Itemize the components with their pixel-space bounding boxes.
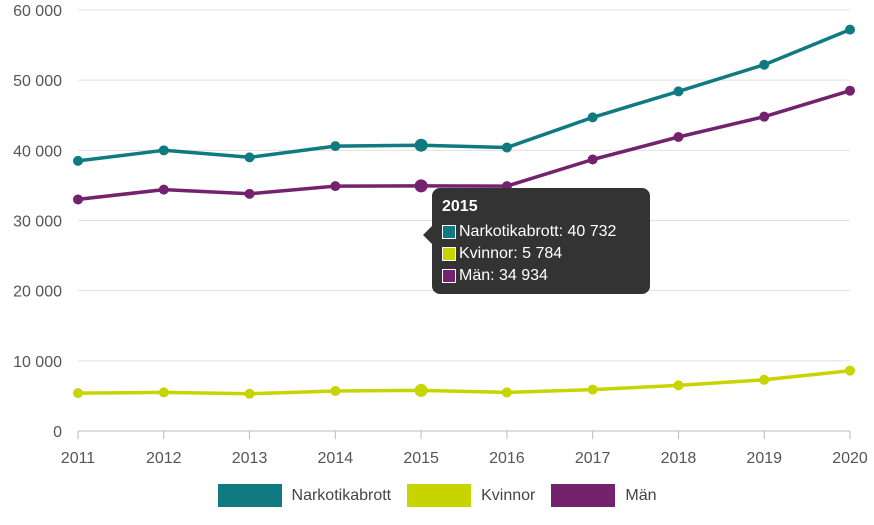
data-point[interactable] xyxy=(501,142,512,153)
legend: Narkotikabrott Kvinnor Män xyxy=(0,484,874,507)
y-tick-label: 60 000 xyxy=(13,3,62,20)
x-tick-label: 2016 xyxy=(489,450,525,467)
tooltip-row-narkotikabrott: Narkotikabrott: 40 732 xyxy=(442,221,640,243)
data-point[interactable] xyxy=(330,181,341,192)
x-tick-label: 2013 xyxy=(232,450,268,467)
tooltip-label-kvinnor: Kvinnor: 5 784 xyxy=(459,245,563,262)
series-män[interactable] xyxy=(73,85,855,205)
tooltip-swatch-narkotikabrott xyxy=(442,225,456,239)
x-tick-label: 2020 xyxy=(832,450,868,467)
data-point[interactable] xyxy=(73,388,83,399)
x-tick-label: 2018 xyxy=(661,450,697,467)
data-point[interactable] xyxy=(587,384,598,395)
legend-swatch-man xyxy=(551,484,616,507)
series-line[interactable] xyxy=(76,27,852,163)
legend-item-man[interactable]: Män xyxy=(551,484,656,507)
data-point[interactable] xyxy=(244,388,255,399)
data-point[interactable] xyxy=(244,152,255,163)
data-point[interactable] xyxy=(158,184,169,195)
data-point[interactable] xyxy=(673,86,684,97)
tooltip-swatch-man xyxy=(442,269,456,283)
tooltip-swatch-kvinnor xyxy=(442,247,456,261)
data-point[interactable] xyxy=(244,188,255,199)
series-kvinnor[interactable] xyxy=(73,365,855,399)
legend-item-kvinnor[interactable]: Kvinnor xyxy=(407,484,535,507)
series-line[interactable] xyxy=(76,368,852,396)
legend-label-kvinnor: Kvinnor xyxy=(481,486,536,504)
data-point[interactable] xyxy=(845,85,855,96)
tooltip-label-narkotikabrott: Narkotikabrott: 40 732 xyxy=(459,223,617,240)
y-tick-label: 50 000 xyxy=(13,73,62,90)
legend-label-man: Män xyxy=(625,486,657,504)
tooltip-label-man: Män: 34 934 xyxy=(459,267,548,284)
line-chart: 0 10 000 20 000 30 000 40 000 50 000 60 000 20… xyxy=(13,3,868,467)
y-tick-label: 10 000 xyxy=(13,354,62,371)
data-point[interactable] xyxy=(673,132,684,143)
series-narkotikabrott[interactable] xyxy=(73,24,855,166)
data-point[interactable] xyxy=(330,141,341,152)
hover-tooltip: 2015 Narkotikabrott: 40 732 Kvinnor: 5 7… xyxy=(423,188,650,294)
legend-item-narkotikabrott[interactable]: Narkotikabrott xyxy=(217,484,392,507)
tooltip-arrow xyxy=(423,226,432,244)
y-tick-label: 0 xyxy=(53,424,62,441)
x-axis: 2011 2012 2013 2014 2015 2016 2017 2018 2019 2020 xyxy=(61,431,868,467)
data-point[interactable] xyxy=(759,59,770,70)
x-tick-label: 2012 xyxy=(146,450,182,467)
legend-swatch-narkotikabrott xyxy=(217,484,282,507)
data-point[interactable] xyxy=(673,380,684,391)
legend-label-narkotikabrott: Narkotikabrott xyxy=(291,486,392,504)
series-line[interactable] xyxy=(76,88,852,202)
data-point[interactable] xyxy=(73,194,83,205)
data-point[interactable] xyxy=(845,24,855,35)
data-point[interactable] xyxy=(414,179,428,193)
data-point[interactable] xyxy=(330,386,341,397)
y-axis-tick-labels: 0 10 000 20 000 30 000 40 000 50 000 60 000 xyxy=(13,3,62,441)
data-point[interactable] xyxy=(414,383,428,397)
y-tick-label: 40 000 xyxy=(13,143,62,160)
tooltip-row-kvinnor: Kvinnor: 5 784 xyxy=(442,243,640,265)
data-point[interactable] xyxy=(759,111,770,122)
x-tick-label: 2014 xyxy=(318,450,354,467)
x-tick-label: 2019 xyxy=(746,450,782,467)
tooltip-row-man: Män: 34 934 xyxy=(442,265,640,287)
series-lines[interactable] xyxy=(73,24,855,399)
data-point[interactable] xyxy=(73,155,83,166)
data-point[interactable] xyxy=(414,138,428,152)
x-tick-label: 2017 xyxy=(575,450,611,467)
y-tick-label: 30 000 xyxy=(13,214,62,231)
legend-swatch-kvinnor xyxy=(407,484,472,507)
data-point[interactable] xyxy=(158,145,169,156)
data-point[interactable] xyxy=(501,387,512,398)
data-point[interactable] xyxy=(587,154,598,165)
y-tick-label: 20 000 xyxy=(13,284,62,301)
data-point[interactable] xyxy=(158,387,169,398)
x-tick-label: 2015 xyxy=(403,450,439,467)
data-point[interactable] xyxy=(587,112,598,123)
x-tick-label: 2011 xyxy=(61,450,96,467)
data-point[interactable] xyxy=(845,365,855,376)
tooltip-title: 2015 xyxy=(442,198,478,215)
data-point[interactable] xyxy=(759,374,770,385)
